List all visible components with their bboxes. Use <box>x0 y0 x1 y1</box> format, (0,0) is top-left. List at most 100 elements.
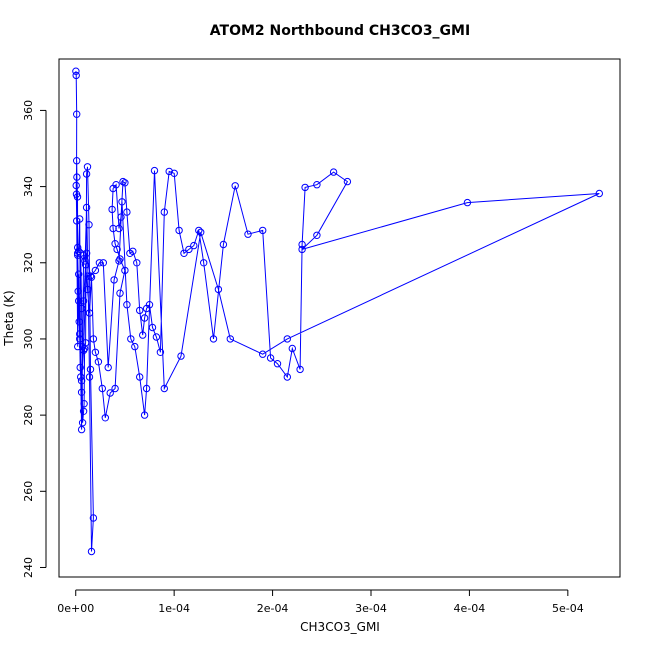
data-point <box>82 203 91 212</box>
y-tick-label: 360 <box>22 100 35 121</box>
y-axis: 240 260 280 300 320 340 360 <box>22 100 47 578</box>
data-point <box>259 226 267 235</box>
series-line <box>75 71 600 552</box>
data-point <box>85 221 93 229</box>
data-point <box>185 245 193 254</box>
data-point <box>74 287 82 295</box>
data-point <box>79 407 88 415</box>
data-point <box>209 335 218 343</box>
data-point <box>190 241 198 250</box>
data-point <box>121 266 129 275</box>
data-point <box>104 363 112 372</box>
data-point <box>298 245 306 254</box>
data-point <box>74 342 82 351</box>
y-tick-label: 240 <box>22 557 35 578</box>
data-point <box>195 226 203 235</box>
data-point <box>313 231 321 240</box>
data-point <box>343 177 352 186</box>
data-point <box>72 71 80 80</box>
data-point <box>89 335 98 343</box>
data-point <box>75 270 83 278</box>
data-point <box>231 182 239 190</box>
y-tick-label: 320 <box>22 252 35 273</box>
data-point <box>152 333 161 341</box>
x-tick-label: 4e-04 <box>454 602 486 615</box>
x-tick-label: 3e-04 <box>355 602 387 615</box>
x-axis: 0e+00 1e-04 2e-04 3e-04 4e-04 5e-04 <box>57 589 584 615</box>
data-point <box>150 166 159 175</box>
data-point <box>219 240 228 249</box>
x-tick-label: 0e+00 <box>57 602 94 615</box>
data-point <box>118 198 126 206</box>
data-point <box>142 384 151 393</box>
data-point <box>87 273 96 281</box>
data-point <box>73 173 81 181</box>
data-point <box>200 259 208 267</box>
data-point <box>180 249 188 258</box>
data-point <box>288 344 296 353</box>
data-point <box>73 217 81 225</box>
data-point <box>139 331 147 339</box>
data-point <box>77 377 86 385</box>
data-point <box>214 285 223 294</box>
x-tick-label: 1e-04 <box>158 602 190 615</box>
data-point <box>83 285 92 294</box>
data-point <box>79 346 88 355</box>
data-point <box>133 259 141 267</box>
data-point <box>226 335 235 343</box>
data-point <box>244 230 252 238</box>
data-point <box>89 514 98 522</box>
data-point <box>109 224 117 233</box>
data-point <box>313 181 321 189</box>
data-point <box>301 183 309 192</box>
data-point <box>73 193 82 201</box>
data-point <box>170 169 178 178</box>
data-point <box>123 301 131 309</box>
data-point <box>98 384 107 393</box>
data-point <box>463 198 472 207</box>
data-point <box>145 301 154 309</box>
data-point <box>273 360 282 368</box>
chart-title: ATOM2 Northbound CH3CO3_GMI <box>210 23 470 39</box>
data-point <box>85 373 94 381</box>
data-point <box>78 342 87 351</box>
data-point <box>175 226 183 235</box>
data-point <box>76 363 84 372</box>
plot-frame <box>58 58 621 578</box>
data-point <box>115 257 123 265</box>
data-point <box>266 354 275 362</box>
data-point <box>78 419 87 427</box>
data-point <box>112 181 120 189</box>
data-point <box>86 365 95 374</box>
data-point <box>177 352 185 360</box>
data-point <box>77 425 86 434</box>
data-point <box>111 240 119 248</box>
data-point <box>99 259 108 267</box>
data-point <box>76 330 84 338</box>
data-point <box>91 348 100 356</box>
data-point <box>110 276 118 284</box>
data-point <box>87 547 96 556</box>
data-point <box>140 411 149 419</box>
data-point <box>140 314 149 322</box>
data-point <box>595 189 603 198</box>
data-point <box>123 208 131 216</box>
data-point <box>283 335 291 343</box>
data-point <box>116 289 124 297</box>
data-point <box>95 259 104 267</box>
data-point <box>131 342 139 351</box>
data-point <box>79 297 88 305</box>
data-point <box>85 309 94 317</box>
data-point <box>259 350 267 358</box>
data-point <box>73 157 81 165</box>
data-point <box>111 384 119 393</box>
data-point <box>82 170 91 178</box>
y-tick-label: 300 <box>22 328 35 349</box>
data-point <box>94 358 103 366</box>
data-point <box>84 272 92 280</box>
data-point <box>75 247 83 256</box>
data-point <box>81 261 90 269</box>
data-point <box>298 240 306 249</box>
